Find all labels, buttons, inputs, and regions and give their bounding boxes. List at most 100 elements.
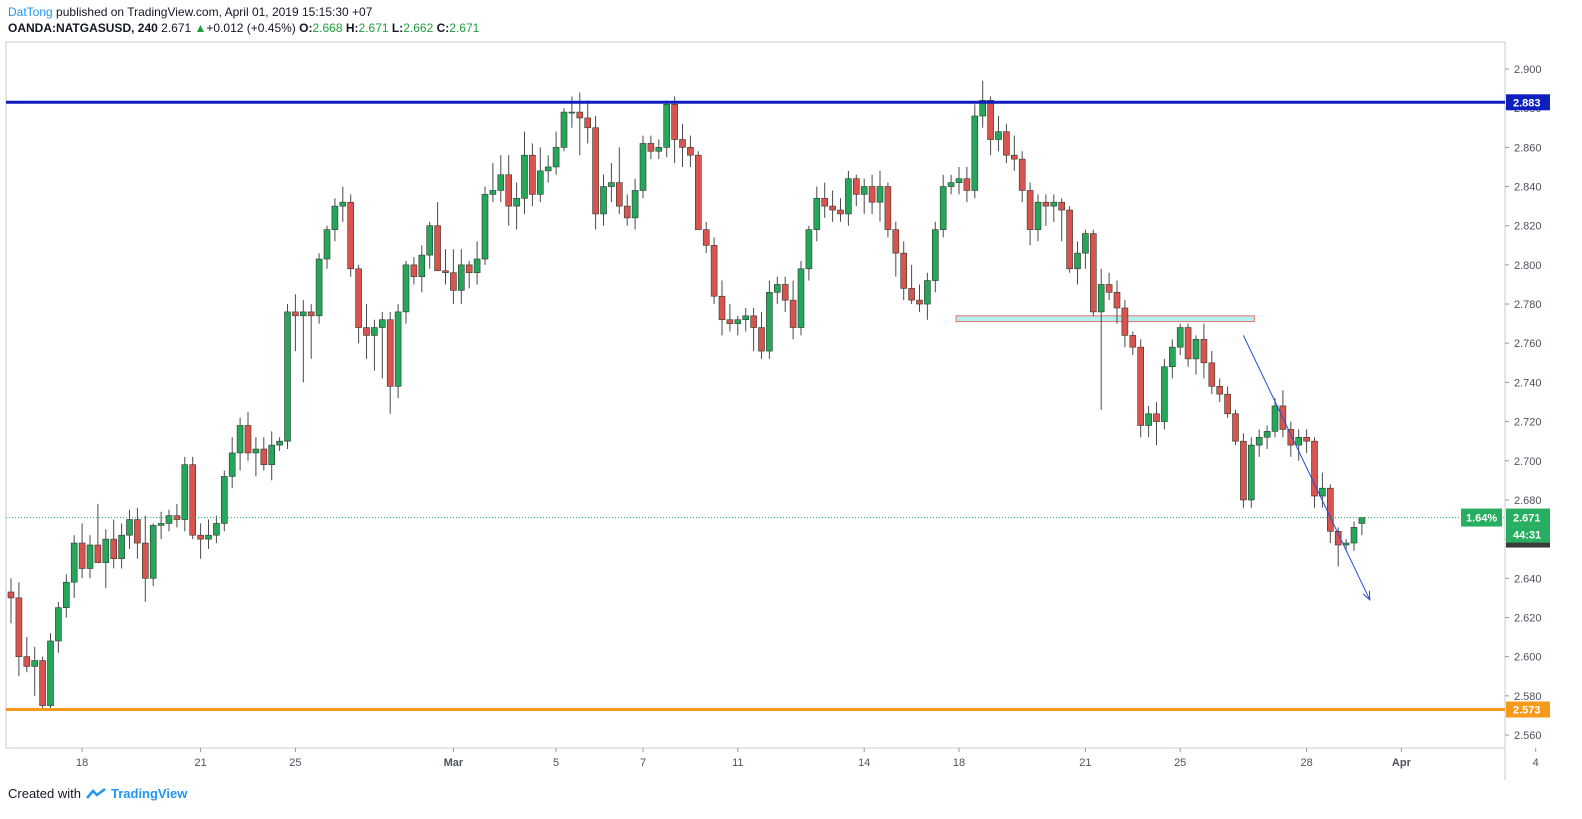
high-value: 2.671	[358, 21, 389, 35]
chart-header: DatTong published on TradingView.com, Ap…	[8, 4, 479, 36]
y-tick-label: 2.900	[1514, 64, 1542, 76]
candle-bearish	[465, 264, 473, 274]
candle-bearish	[1129, 335, 1137, 348]
candle-bullish	[845, 178, 852, 215]
high-label: H:	[345, 21, 359, 35]
candle-bullish	[773, 284, 781, 293]
x-tick-label: 25	[289, 757, 301, 769]
candle-bearish	[829, 205, 836, 211]
x-tick-label: 4	[1533, 757, 1539, 769]
candle-bearish	[615, 182, 623, 207]
countdown-tag-shadow	[1506, 542, 1550, 548]
candle-bearish	[710, 244, 718, 297]
candle-bearish	[434, 225, 441, 272]
candle-bullish	[457, 264, 465, 291]
candle-bearish	[1287, 429, 1295, 446]
candle-bearish	[15, 597, 23, 657]
open-label: O:	[299, 21, 313, 35]
candle-bearish	[173, 515, 181, 520]
candle-bullish	[149, 525, 157, 579]
candle-bullish	[1192, 339, 1200, 360]
candle-bullish	[55, 607, 62, 642]
published-text: published on TradingView.com, April 01, …	[56, 5, 373, 19]
candle-bearish	[679, 139, 686, 148]
candle-bearish	[78, 542, 86, 569]
candle-bullish	[876, 186, 884, 203]
support-resistance-zone[interactable]	[955, 315, 1255, 323]
candle-bearish	[837, 209, 844, 215]
candle-bullish	[1271, 405, 1279, 432]
candle-bearish	[1042, 201, 1050, 207]
candle-bearish	[1311, 440, 1318, 497]
candle-bullish	[860, 186, 868, 195]
candle-bearish	[197, 534, 204, 540]
candle-bearish	[868, 186, 876, 203]
candle-bearish	[916, 299, 923, 305]
last-price: 2.671	[161, 21, 192, 35]
publish-line: DatTong published on TradingView.com, Ap…	[8, 4, 479, 20]
candle-bearish	[584, 117, 592, 129]
candle-bearish	[750, 315, 757, 328]
support-price-label: 2.573	[1513, 705, 1541, 717]
y-tick-label: 2.760	[1514, 338, 1542, 350]
x-tick-label: 7	[640, 757, 646, 769]
candle-bullish	[1263, 431, 1271, 438]
candle-bearish	[1090, 233, 1097, 313]
candle-bullish	[221, 476, 228, 524]
candle-bearish	[884, 186, 892, 230]
candle-bullish	[995, 131, 1002, 140]
candle-bearish	[1153, 413, 1160, 422]
candle-bullish	[284, 311, 291, 442]
candle-bearish	[260, 448, 268, 465]
candle-bullish	[1342, 542, 1350, 546]
candle-bullish	[118, 534, 125, 560]
x-tick-label: 18	[953, 757, 965, 769]
candle-bullish	[86, 544, 94, 569]
candle-bearish	[694, 154, 702, 230]
created-with-text: Created with	[8, 786, 81, 801]
candle-bullish	[331, 205, 339, 230]
candle-bullish	[631, 190, 639, 219]
candle-bearish	[355, 268, 362, 328]
author-link[interactable]: DatTong	[8, 5, 53, 19]
candle-bullish	[339, 201, 347, 207]
candle-bearish	[1010, 154, 1018, 160]
candle-bearish	[963, 178, 971, 191]
candle-bullish	[1176, 327, 1184, 348]
y-tick-label: 2.860	[1514, 142, 1542, 154]
candle-bearish	[1216, 386, 1223, 395]
candle-bullish	[276, 440, 283, 446]
candle-bearish	[1200, 339, 1208, 364]
candle-bullish	[1097, 284, 1105, 313]
candlestick-chart[interactable]: 2.9002.8802.8602.8402.8202.8002.7802.760…	[0, 0, 1582, 780]
candle-bullish	[971, 115, 979, 191]
candle-bearish	[671, 103, 678, 140]
plot-area[interactable]	[5, 41, 1506, 749]
candle-bullish	[402, 264, 410, 313]
candle-bearish	[892, 229, 900, 254]
tradingview-brand[interactable]: TradingView	[110, 786, 188, 801]
candle-bearish	[1018, 158, 1026, 191]
candle-bullish	[939, 186, 947, 230]
pct-change-tag	[1461, 508, 1502, 527]
resistance-price-label: 2.883	[1513, 97, 1541, 109]
candle-bullish	[62, 581, 70, 608]
x-tick-label: 18	[76, 757, 88, 769]
candle-bearish	[1224, 393, 1231, 415]
candle-bearish	[726, 319, 734, 324]
candle-bullish	[813, 197, 821, 230]
y-tick-label: 2.820	[1514, 221, 1542, 233]
y-tick-label: 2.740	[1514, 377, 1542, 389]
candle-bullish	[797, 268, 805, 328]
y-tick-label: 2.680	[1514, 495, 1542, 507]
trend-arrow[interactable]	[1242, 335, 1371, 601]
low-label: L:	[391, 21, 404, 35]
trend-arrow-head-icon	[1362, 590, 1371, 601]
candle-bullish	[734, 319, 742, 324]
candle-bearish	[363, 327, 370, 336]
open-value: 2.668	[312, 21, 343, 35]
candle-bearish	[1184, 327, 1192, 360]
change-arrow-icon: ▲	[194, 21, 207, 35]
candle-bearish	[1303, 436, 1310, 442]
y-tick-label: 2.800	[1514, 260, 1542, 272]
